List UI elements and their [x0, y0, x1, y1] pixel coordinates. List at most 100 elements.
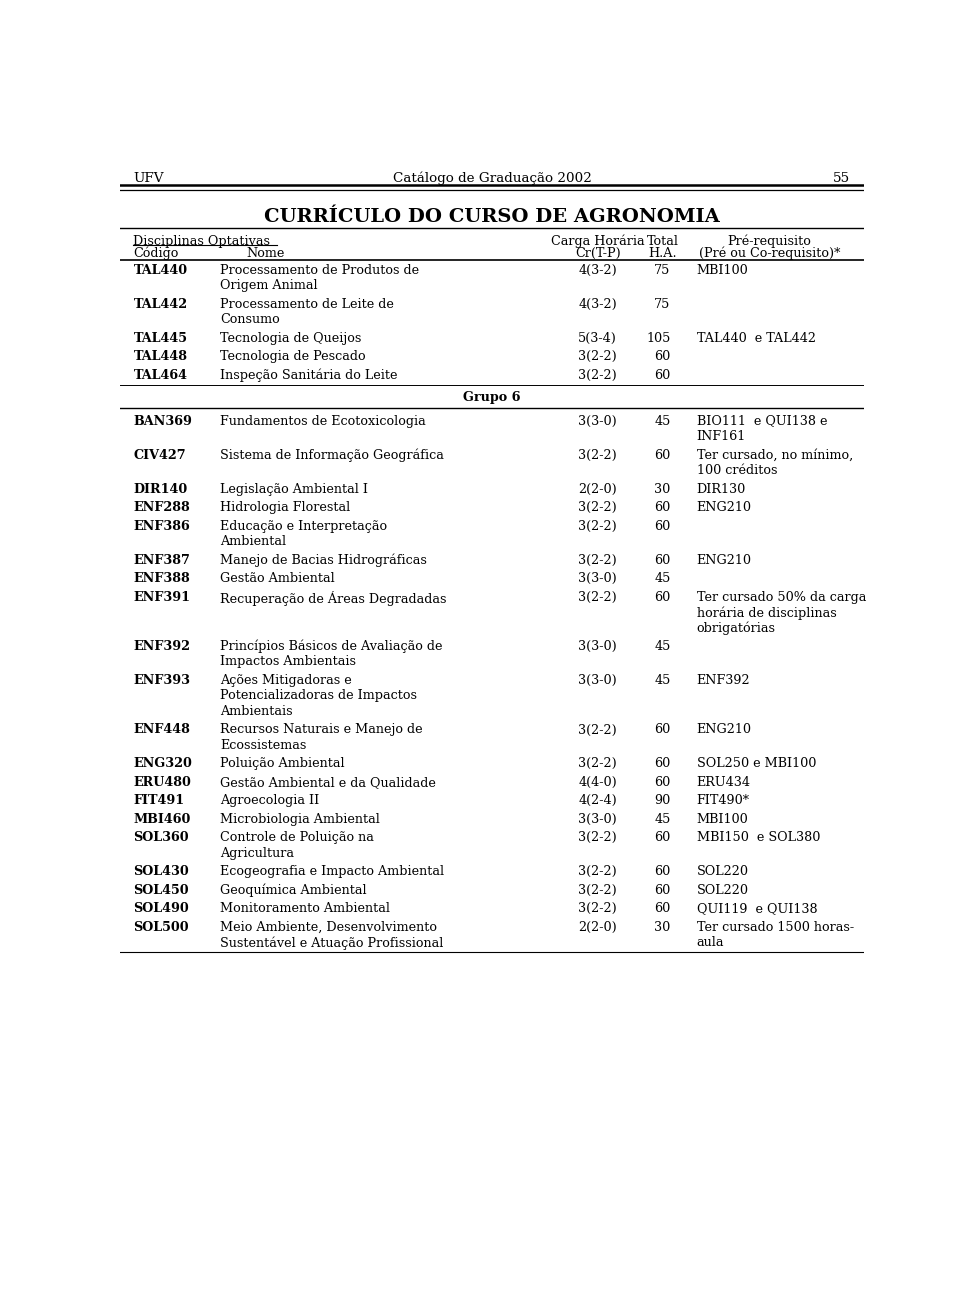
Text: Monitoramento Ambiental: Monitoramento Ambiental — [221, 902, 391, 915]
Text: 60: 60 — [655, 902, 670, 915]
Text: SOL450: SOL450 — [133, 884, 189, 897]
Text: Total: Total — [647, 235, 679, 248]
Text: 3(3-0): 3(3-0) — [578, 674, 617, 687]
Text: Princípios Básicos de Avaliação de: Princípios Básicos de Avaliação de — [221, 640, 443, 653]
Text: Ambiental: Ambiental — [221, 535, 287, 548]
Text: Legislação Ambiental I: Legislação Ambiental I — [221, 483, 369, 496]
Text: 3(2-2): 3(2-2) — [578, 501, 617, 514]
Text: Grupo 6: Grupo 6 — [464, 391, 520, 404]
Text: Gestão Ambiental: Gestão Ambiental — [221, 572, 335, 585]
Text: 30: 30 — [655, 920, 670, 933]
Text: 60: 60 — [655, 369, 670, 382]
Text: MBI100: MBI100 — [697, 263, 749, 276]
Text: SOL490: SOL490 — [133, 902, 189, 915]
Text: 3(2-2): 3(2-2) — [578, 591, 617, 604]
Text: 3(2-2): 3(2-2) — [578, 519, 617, 532]
Text: 60: 60 — [655, 832, 670, 845]
Text: 3(2-2): 3(2-2) — [578, 369, 617, 382]
Text: H.A.: H.A. — [649, 247, 678, 260]
Text: 4(3-2): 4(3-2) — [578, 263, 617, 276]
Text: 4(3-2): 4(3-2) — [578, 297, 617, 310]
Text: 60: 60 — [655, 519, 670, 532]
Text: SOL430: SOL430 — [133, 866, 189, 879]
Text: 3(3-0): 3(3-0) — [578, 813, 617, 826]
Text: Código: Código — [133, 247, 179, 260]
Text: 60: 60 — [655, 553, 670, 566]
Text: 3(2-2): 3(2-2) — [578, 866, 617, 879]
Text: aula: aula — [697, 936, 724, 949]
Text: BAN369: BAN369 — [133, 414, 192, 427]
Text: 5(3-4): 5(3-4) — [578, 332, 617, 345]
Text: (Pré ou Co-requisito)*: (Pré ou Co-requisito)* — [699, 247, 840, 260]
Text: Ecogeografia e Impacto Ambiental: Ecogeografia e Impacto Ambiental — [221, 866, 444, 879]
Text: INF161: INF161 — [697, 430, 746, 443]
Text: Inspeção Sanitária do Leite: Inspeção Sanitária do Leite — [221, 369, 398, 382]
Text: TAL445: TAL445 — [133, 332, 187, 345]
Text: QUI119  e QUI138: QUI119 e QUI138 — [697, 902, 817, 915]
Text: SOL220: SOL220 — [697, 884, 749, 897]
Text: UFV: UFV — [133, 171, 164, 184]
Text: Sistema de Informação Geográfica: Sistema de Informação Geográfica — [221, 449, 444, 462]
Text: TAL442: TAL442 — [133, 297, 187, 310]
Text: ENG210: ENG210 — [697, 723, 752, 736]
Text: Ter cursado, no mínimo,: Ter cursado, no mínimo, — [697, 449, 852, 462]
Text: Ter cursado 50% da carga: Ter cursado 50% da carga — [697, 591, 866, 604]
Text: 3(3-0): 3(3-0) — [578, 572, 617, 585]
Text: ERU434: ERU434 — [697, 776, 751, 789]
Text: Carga Horária: Carga Horária — [551, 235, 644, 248]
Text: 3(3-0): 3(3-0) — [578, 414, 617, 427]
Text: TAL440: TAL440 — [133, 263, 187, 276]
Text: TAL440  e TAL442: TAL440 e TAL442 — [697, 332, 816, 345]
Text: ENF387: ENF387 — [133, 553, 190, 566]
Text: FIT490*: FIT490* — [697, 794, 750, 807]
Text: ENG320: ENG320 — [133, 758, 192, 771]
Text: Ações Mitigadoras e: Ações Mitigadoras e — [221, 674, 352, 687]
Text: Gestão Ambiental e da Qualidade: Gestão Ambiental e da Qualidade — [221, 776, 436, 789]
Text: ENF393: ENF393 — [133, 674, 190, 687]
Text: Processamento de Produtos de: Processamento de Produtos de — [221, 263, 420, 276]
Text: Controle de Poluição na: Controle de Poluição na — [221, 832, 374, 845]
Text: 105: 105 — [646, 332, 670, 345]
Text: SOL220: SOL220 — [697, 866, 749, 879]
Text: Fundamentos de Ecotoxicologia: Fundamentos de Ecotoxicologia — [221, 414, 426, 427]
Text: TAL448: TAL448 — [133, 350, 187, 363]
Text: 2(2-0): 2(2-0) — [578, 483, 617, 496]
Text: Sustentável e Atuação Profissional: Sustentável e Atuação Profissional — [221, 936, 444, 950]
Text: Cr(T-P): Cr(T-P) — [575, 247, 620, 260]
Text: 45: 45 — [654, 572, 670, 585]
Text: CIV427: CIV427 — [133, 449, 186, 462]
Text: ENF392: ENF392 — [133, 640, 190, 653]
Text: 45: 45 — [654, 640, 670, 653]
Text: Agroecologia II: Agroecologia II — [221, 794, 320, 807]
Text: Catálogo de Graduação 2002: Catálogo de Graduação 2002 — [393, 171, 591, 186]
Text: 4(4-0): 4(4-0) — [578, 776, 617, 789]
Text: 60: 60 — [655, 758, 670, 771]
Text: ENF388: ENF388 — [133, 572, 190, 585]
Text: MBI100: MBI100 — [697, 813, 749, 826]
Text: Meio Ambiente, Desenvolvimento: Meio Ambiente, Desenvolvimento — [221, 920, 438, 933]
Text: 45: 45 — [654, 813, 670, 826]
Text: 3(2-2): 3(2-2) — [578, 553, 617, 566]
Text: ENG210: ENG210 — [697, 553, 752, 566]
Text: Ter cursado 1500 horas-: Ter cursado 1500 horas- — [697, 920, 853, 933]
Text: CURRÍCULO DO CURSO DE AGRONOMIA: CURRÍCULO DO CURSO DE AGRONOMIA — [264, 208, 720, 226]
Text: DIR140: DIR140 — [133, 483, 187, 496]
Text: 90: 90 — [655, 794, 670, 807]
Text: ENF391: ENF391 — [133, 591, 190, 604]
Text: ENG210: ENG210 — [697, 501, 752, 514]
Text: 3(2-2): 3(2-2) — [578, 832, 617, 845]
Text: 60: 60 — [655, 449, 670, 462]
Text: 100 créditos: 100 créditos — [697, 465, 777, 478]
Text: Recursos Naturais e Manejo de: Recursos Naturais e Manejo de — [221, 723, 423, 736]
Text: Processamento de Leite de: Processamento de Leite de — [221, 297, 395, 310]
Text: 3(2-2): 3(2-2) — [578, 902, 617, 915]
Text: ENF392: ENF392 — [697, 674, 750, 687]
Text: Poluição Ambiental: Poluição Ambiental — [221, 758, 345, 771]
Text: SOL250 e MBI100: SOL250 e MBI100 — [697, 758, 816, 771]
Text: Pré-requisito: Pré-requisito — [728, 235, 811, 248]
Text: Tecnologia de Queijos: Tecnologia de Queijos — [221, 332, 362, 345]
Text: Nome: Nome — [246, 247, 284, 260]
Text: ENF288: ENF288 — [133, 501, 190, 514]
Text: Microbiologia Ambiental: Microbiologia Ambiental — [221, 813, 380, 826]
Text: Impactos Ambientais: Impactos Ambientais — [221, 655, 356, 668]
